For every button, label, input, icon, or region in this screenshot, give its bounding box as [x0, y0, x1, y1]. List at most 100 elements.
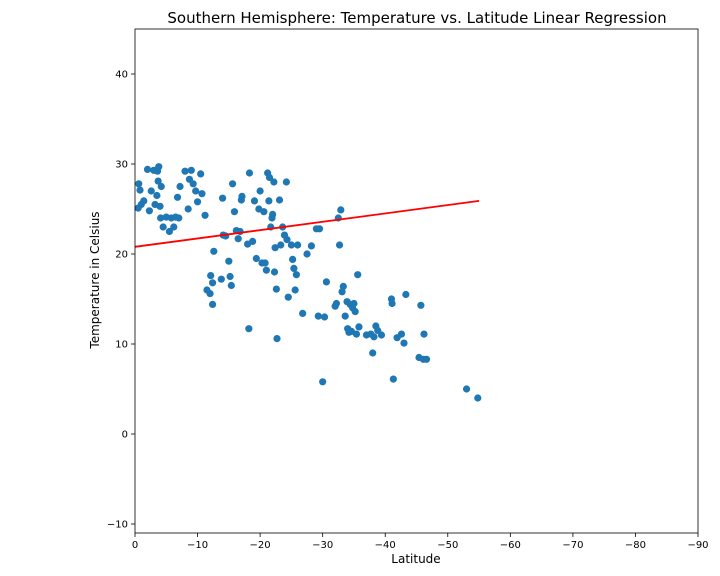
regression-line: [134, 200, 480, 248]
data-point: [389, 375, 397, 383]
x-tick-label: 0: [132, 540, 138, 551]
data-point: [261, 259, 269, 267]
data-point: [250, 197, 259, 205]
data-point: [284, 293, 292, 301]
data-point: [307, 242, 316, 250]
data-point: [155, 163, 163, 171]
data-point: [208, 279, 217, 287]
data-point: [400, 339, 408, 347]
data-point: [283, 236, 291, 244]
data-point: [165, 227, 174, 236]
data-point: [335, 241, 344, 249]
data-point: [210, 247, 218, 255]
data-point: [402, 290, 410, 299]
data-point: [147, 187, 155, 195]
data-point: [315, 225, 324, 233]
data-point: [287, 241, 295, 249]
data-point: [145, 207, 153, 215]
data-point: [265, 173, 274, 182]
data-point: [208, 300, 217, 308]
x-tick-label: −50: [437, 540, 458, 551]
data-point: [238, 192, 246, 200]
x-tick-label: −70: [562, 540, 583, 551]
data-point: [397, 330, 406, 338]
data-point: [228, 180, 237, 188]
data-point: [352, 330, 361, 338]
data-point: [277, 241, 285, 249]
data-point: [156, 202, 164, 210]
data-point: [369, 349, 377, 357]
data-point: [249, 237, 257, 245]
data-point: [273, 335, 281, 343]
data-point: [299, 309, 307, 317]
data-point: [143, 165, 152, 173]
data-point: [245, 325, 253, 333]
y-tick-label: 20: [115, 250, 128, 261]
data-point: [234, 235, 242, 243]
data-point: [198, 190, 206, 198]
data-point: [140, 197, 148, 205]
data-point: [175, 214, 183, 222]
data-point: [417, 301, 425, 309]
data-point: [338, 288, 346, 296]
data-point: [292, 271, 300, 279]
data-point: [136, 186, 144, 194]
data-point: [157, 182, 165, 191]
data-point: [135, 180, 143, 188]
x-tick-label: −30: [312, 540, 333, 551]
data-point: [245, 169, 254, 177]
data-point: [282, 178, 290, 186]
data-point: [271, 244, 279, 252]
data-point: [230, 208, 239, 216]
data-point: [225, 257, 233, 265]
data-point: [270, 268, 279, 276]
x-tick-label: −40: [375, 540, 396, 551]
data-point: [314, 312, 322, 320]
data-point: [272, 285, 280, 293]
data-point: [173, 193, 182, 201]
data-point: [351, 308, 359, 316]
y-tick-label: 40: [115, 70, 128, 81]
scatter-points: [134, 163, 482, 402]
data-point: [341, 312, 349, 320]
data-point: [422, 355, 431, 363]
data-point: [269, 210, 277, 218]
data-point: [217, 275, 225, 283]
regression-line-group: [134, 200, 480, 248]
data-point: [197, 170, 205, 178]
data-point: [218, 194, 227, 202]
x-tick-label: −20: [250, 540, 271, 551]
y-tick-label: −10: [107, 520, 128, 531]
data-point: [157, 214, 165, 222]
y-tick-label: 10: [115, 340, 128, 351]
y-tick-label: 0: [122, 430, 128, 441]
data-point: [370, 333, 378, 341]
data-point: [388, 299, 396, 308]
chart-title: Southern Hemisphere: Temperature vs. Lat…: [167, 9, 666, 27]
data-point: [270, 178, 278, 186]
x-tick-label: −60: [500, 540, 521, 551]
data-point: [184, 205, 192, 213]
data-point: [337, 206, 345, 214]
x-tick-label: −90: [687, 540, 708, 551]
data-point: [339, 282, 347, 290]
data-point: [322, 278, 331, 286]
data-point: [354, 271, 362, 279]
data-point: [289, 255, 297, 263]
data-point: [474, 394, 482, 402]
y-tick-label: 30: [115, 160, 128, 171]
data-point: [320, 313, 329, 321]
data-point: [153, 191, 161, 200]
data-point: [377, 331, 386, 339]
data-point: [462, 385, 471, 393]
x-tick-label: −80: [625, 540, 646, 551]
y-axis-label: Temperature in Celsius: [88, 211, 102, 349]
data-point: [227, 281, 235, 290]
data-point: [193, 198, 202, 206]
data-point: [154, 177, 162, 185]
data-point: [159, 223, 167, 231]
data-point: [290, 264, 298, 272]
data-point: [420, 330, 428, 338]
data-point: [260, 208, 268, 216]
